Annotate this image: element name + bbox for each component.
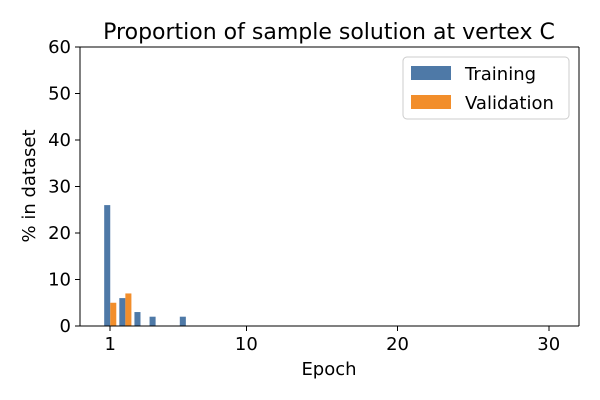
x-tick-label-20: 20 (386, 334, 409, 355)
y-tick-label-10: 10 (48, 270, 71, 291)
bar-validation-epoch-1 (110, 302, 117, 326)
bar-training-epoch-3 (134, 312, 141, 326)
chart-title: Proportion of sample solution at vertex … (103, 20, 555, 45)
x-ticks: 1 10 20 30 (105, 326, 560, 355)
legend-label-validation: Validation (465, 93, 554, 114)
bar-training-epoch-6 (179, 316, 186, 326)
legend-label-training: Training (464, 64, 536, 85)
y-tick-label-60: 60 (48, 37, 71, 58)
y-tick-label-40: 40 (48, 130, 71, 151)
legend-swatch-validation (411, 95, 451, 109)
bar-training-epoch-1 (104, 205, 111, 326)
y-axis-label: % in dataset (19, 129, 40, 242)
bar-training-epoch-4 (149, 316, 156, 326)
plot-area: 1 10 20 30 0 10 20 30 40 50 60 (48, 37, 580, 355)
x-tick-label-1: 1 (105, 334, 116, 355)
bars-layer (104, 205, 186, 326)
bar-training-epoch-2 (119, 298, 126, 326)
legend: Training Validation (402, 56, 570, 120)
y-tick-label-50: 50 (48, 84, 71, 105)
legend-swatch-training (411, 66, 451, 80)
x-tick-label-10: 10 (235, 334, 258, 355)
y-tick-label-0: 0 (60, 316, 71, 337)
y-tick-label-30: 30 (48, 177, 71, 198)
x-tick-label-30: 30 (537, 334, 560, 355)
bar-validation-epoch-2 (125, 293, 132, 326)
y-ticks: 0 10 20 30 40 50 60 (48, 37, 80, 337)
x-axis-label: Epoch (301, 359, 356, 380)
y-tick-label-20: 20 (48, 223, 71, 244)
